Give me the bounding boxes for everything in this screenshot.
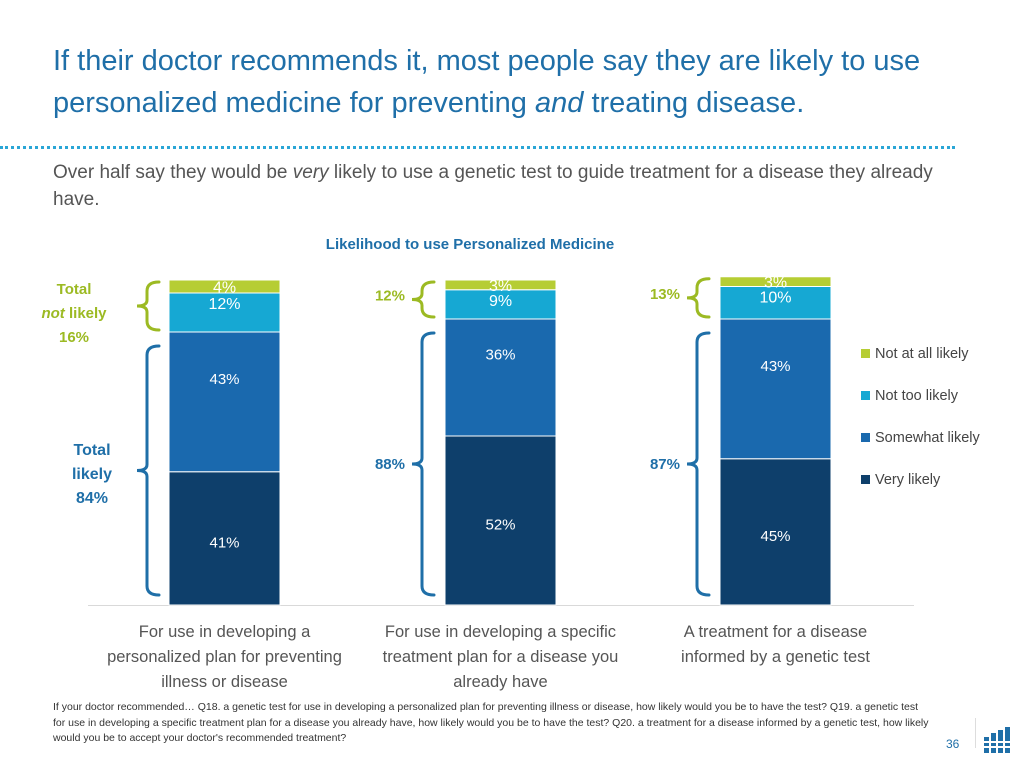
data-label: 43% <box>209 371 239 388</box>
title-text-2: treating disease. <box>583 87 805 119</box>
page-subtitle: Over half say they would be very likely … <box>53 159 973 213</box>
category-label: For use in developing a specific <box>385 623 616 641</box>
page-number: 36 <box>946 737 960 751</box>
total-likely-value: 88% <box>375 456 405 473</box>
not-likely-bracket <box>136 280 161 332</box>
bar-segment-very-likely <box>719 458 832 606</box>
page-title: If their doctor recommends it, most peop… <box>53 40 993 124</box>
bar-segment-not-too-likely <box>168 292 281 333</box>
data-label: 43% <box>760 358 790 375</box>
not-likely-bracket <box>686 277 711 319</box>
total-not-likely-value: 13% <box>650 286 680 303</box>
data-label: 9% <box>489 293 512 310</box>
data-label: 3% <box>489 278 512 295</box>
total-likely-value: 84% <box>76 490 108 507</box>
category-label: treatment plan for a disease you <box>383 648 619 666</box>
dotted-divider <box>0 146 955 149</box>
not-emphasis: not <box>41 305 65 322</box>
category-label: informed by a genetic test <box>681 648 870 666</box>
total-not-likely-label: Total <box>57 281 92 298</box>
total-likely-label: Total <box>73 442 110 459</box>
subtitle-text-2: likely to use a genetic test to guide tr… <box>53 162 933 210</box>
bar-segment-not-too-likely <box>444 289 557 320</box>
legend-swatch <box>861 433 870 442</box>
bar-segment-not-too-likely <box>719 286 832 320</box>
bar-segment-not-at-all-likely <box>444 279 557 291</box>
subtitle-emphasis: very <box>292 162 329 183</box>
likely-word: likely <box>65 305 107 322</box>
likely-bracket <box>136 344 161 597</box>
not-likely-bracket <box>411 280 436 319</box>
data-label: 4% <box>213 280 236 297</box>
bar-segment-very-likely <box>444 435 557 606</box>
bar-segment-very-likely <box>168 471 281 606</box>
category-label: already have <box>453 673 547 691</box>
data-label: 36% <box>485 347 515 364</box>
category-label: For use in developing a <box>139 623 311 641</box>
bar-segment-somewhat-likely <box>444 318 557 437</box>
total-not-likely-label: not likely <box>41 305 107 322</box>
bar-segment-somewhat-likely <box>168 331 281 473</box>
legend-label: Not at all likely <box>875 346 969 362</box>
total-not-likely-value: 16% <box>59 329 89 346</box>
data-label: 3% <box>764 275 787 292</box>
total-not-likely-value: 12% <box>375 288 405 305</box>
data-label: 12% <box>208 296 240 313</box>
category-label: personalized plan for preventing <box>107 648 342 666</box>
legend-swatch <box>861 475 870 484</box>
total-likely-value: 87% <box>650 456 680 473</box>
legend-label: Somewhat likely <box>875 430 981 446</box>
legend-swatch <box>861 391 870 400</box>
bar-segment-not-at-all-likely <box>168 279 281 294</box>
category-label: illness or disease <box>161 673 288 691</box>
likely-bracket <box>411 331 436 597</box>
title-text-1: If their doctor recommends it, most peop… <box>53 45 921 119</box>
footer-divider <box>975 718 976 748</box>
legend-label: Not too likely <box>875 388 959 404</box>
total-likely-label: likely <box>72 466 112 483</box>
bar-segment-not-at-all-likely <box>719 276 832 287</box>
legend-swatch <box>861 349 870 358</box>
title-emphasis: and <box>535 87 584 119</box>
subtitle-text-1: Over half say they would be <box>53 162 293 183</box>
data-label: 41% <box>209 534 239 551</box>
bar-segment-somewhat-likely <box>719 318 832 460</box>
company-logo-icon <box>984 727 1010 753</box>
data-label: 52% <box>485 517 515 534</box>
legend-label: Very likely <box>875 472 941 488</box>
category-label: A treatment for a disease <box>684 623 867 641</box>
likely-bracket <box>686 331 711 597</box>
chart-title: Likelihood to use Personalized Medicine <box>325 236 615 253</box>
footnote: If your doctor recommended… Q18. a genet… <box>53 701 929 744</box>
data-label: 45% <box>760 528 790 545</box>
data-label: 10% <box>759 290 791 307</box>
